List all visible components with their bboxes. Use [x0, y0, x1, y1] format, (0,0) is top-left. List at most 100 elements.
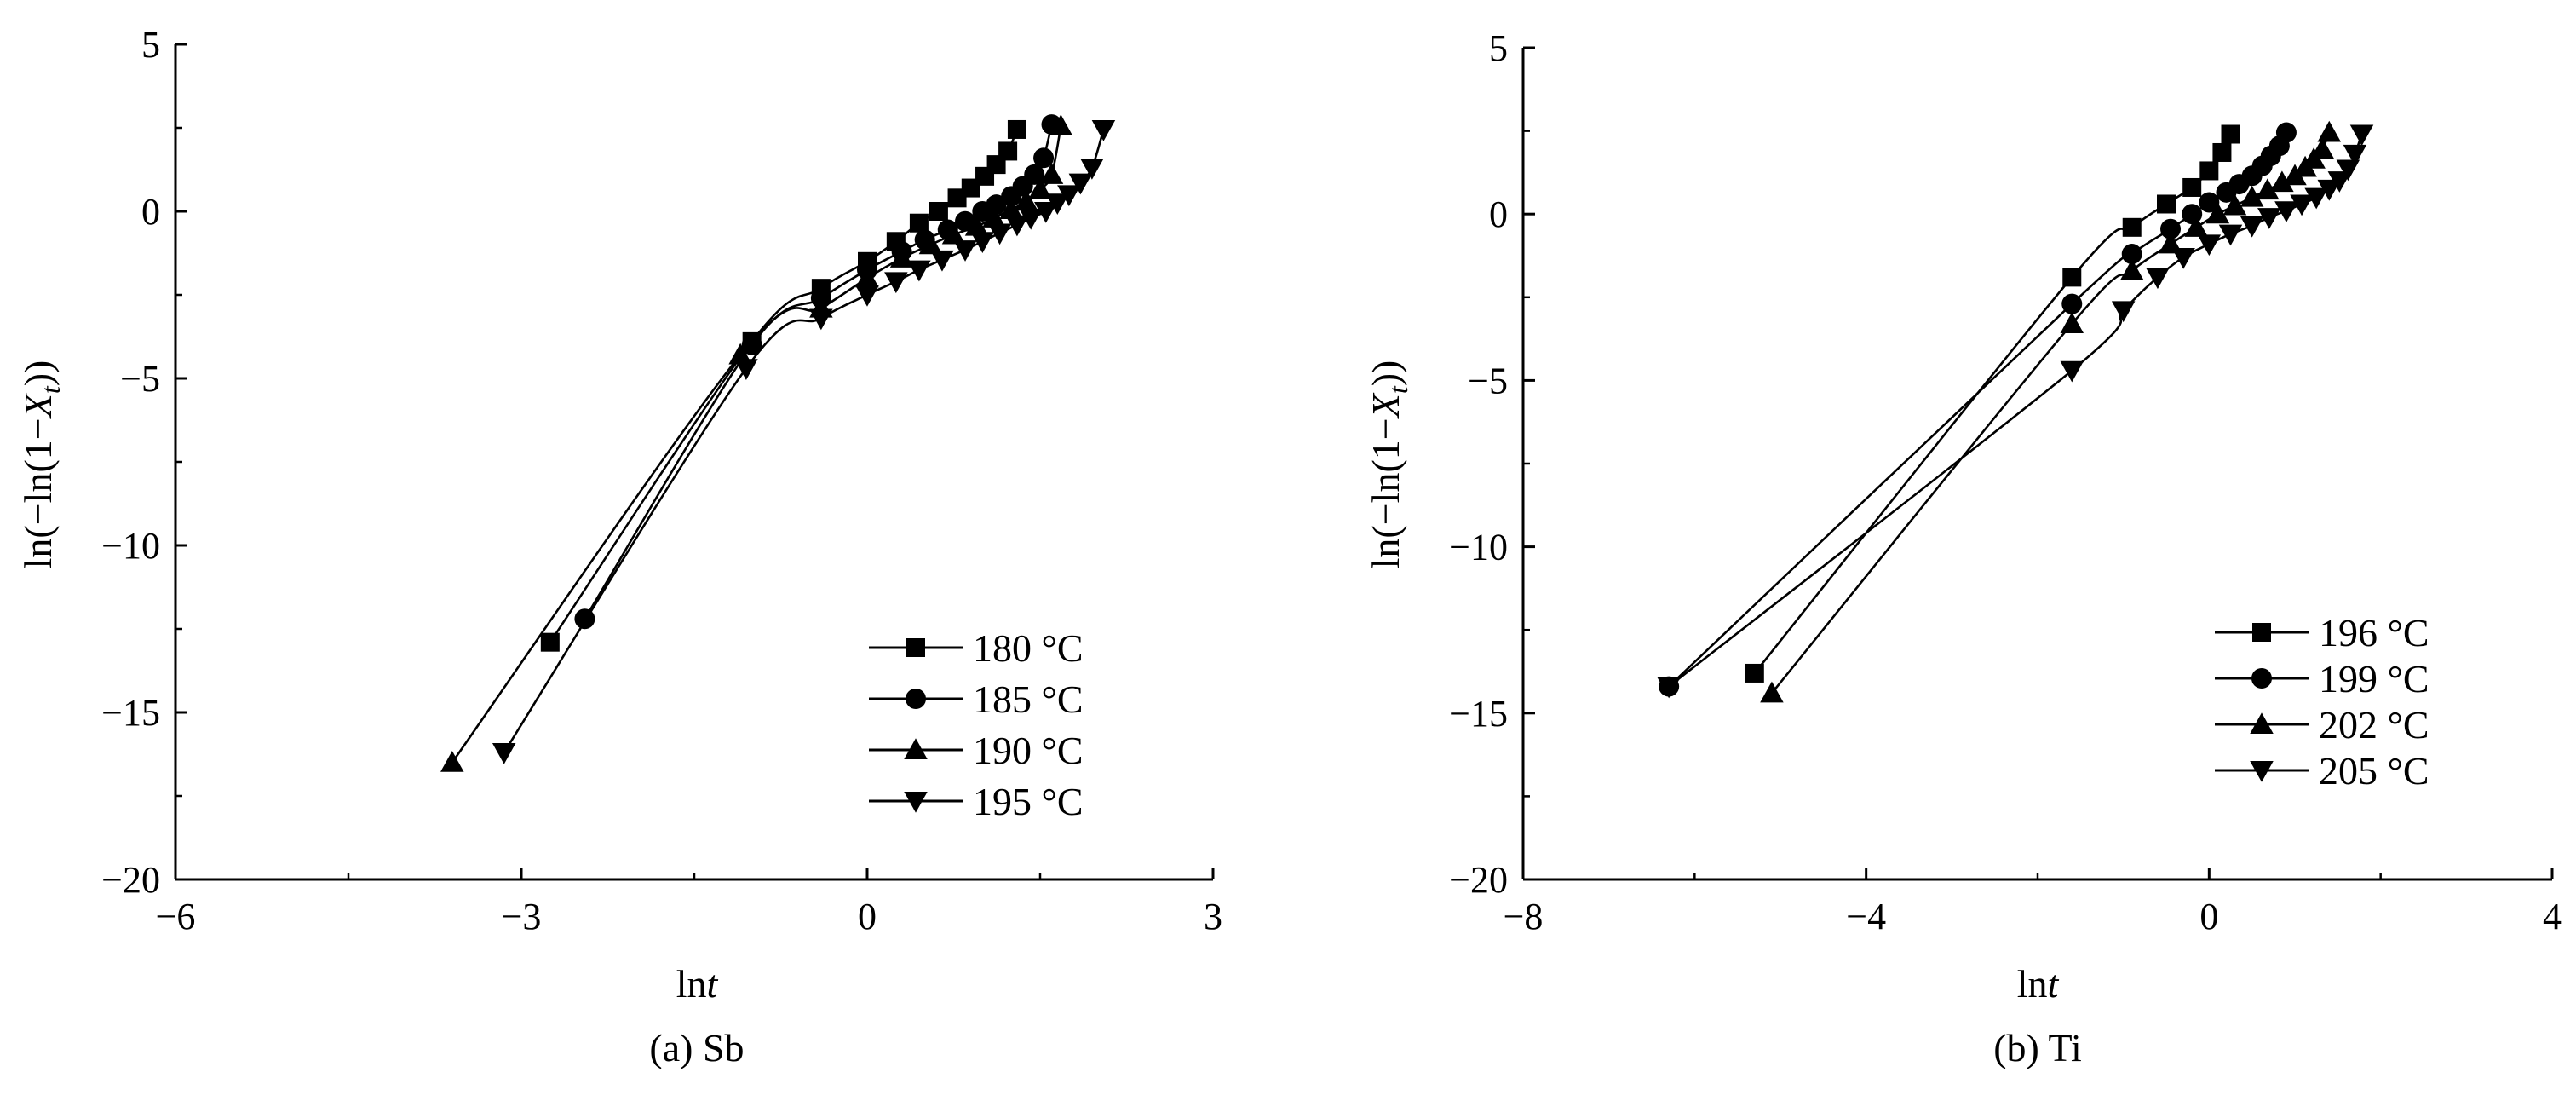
data-point-a-3 — [809, 308, 833, 331]
legend-marker-a-2 — [904, 738, 928, 759]
y-tick-label-a: −10 — [101, 525, 160, 567]
legend-label-b-0: 196 °C — [2319, 611, 2429, 654]
legend-label-b-3: 205 °C — [2319, 749, 2429, 793]
data-point-b-2 — [1760, 681, 1784, 703]
data-point-b-3 — [2111, 301, 2136, 323]
data-point-b-3 — [1657, 677, 1681, 699]
legend-label-a-0: 180 °C — [973, 626, 1084, 670]
data-point-a-2 — [889, 246, 914, 268]
y-tick-label-b: 5 — [1489, 27, 1508, 69]
data-point-b-2 — [2240, 185, 2264, 207]
y-tick-label-b: 0 — [1489, 193, 1508, 235]
data-point-a-3 — [1091, 119, 1116, 141]
legend-label-a-2: 190 °C — [973, 729, 1084, 772]
legend-label-a-3: 195 °C — [973, 780, 1084, 823]
data-point-b-1 — [2160, 218, 2182, 239]
data-point-b-0 — [2199, 161, 2219, 181]
data-point-a-3 — [1068, 173, 1093, 195]
data-point-a-1 — [741, 334, 762, 355]
data-point-b-3 — [2218, 224, 2243, 246]
data-point-a-2 — [1039, 163, 1064, 184]
x-tick-label-a: 0 — [858, 896, 877, 937]
data-point-b-3 — [2146, 268, 2170, 290]
data-point-b-1 — [2121, 244, 2142, 265]
data-point-b-3 — [2171, 247, 2195, 269]
y-axis-title-b: ln(−ln(1−Xt)) — [1364, 360, 1413, 569]
y-tick-label-b: −10 — [1449, 527, 1508, 568]
x-axis-title-prefix: ln — [676, 962, 707, 1006]
data-point-a-0 — [929, 202, 948, 221]
y-tick-label-a: −5 — [120, 358, 160, 400]
data-point-b-1 — [2275, 122, 2297, 143]
data-point-a-3 — [1034, 202, 1058, 223]
data-point-a-3 — [1080, 159, 1104, 180]
data-point-b-2 — [2317, 120, 2342, 142]
panel-caption-b: (b) Ti — [1993, 1026, 2082, 1069]
data-point-a-3 — [1057, 185, 1081, 207]
data-point-b-3 — [2274, 201, 2298, 223]
data-point-b-3 — [2327, 171, 2352, 193]
x-axis-title-prefix: ln — [2017, 962, 2048, 1006]
legend-marker-b-1 — [2251, 668, 2272, 689]
data-point-b-2 — [2184, 216, 2208, 237]
x-tick-label-a: −3 — [502, 896, 542, 937]
data-point-a-2 — [941, 222, 966, 245]
y-tick-label-b: −15 — [1449, 693, 1508, 735]
y-tick-label-a: 5 — [141, 24, 160, 66]
data-point-b-0 — [2122, 217, 2142, 237]
legend-marker-a-3 — [904, 792, 928, 813]
x-tick-label-b: 4 — [2543, 896, 2562, 937]
panel-caption-a: (a) Sb — [649, 1026, 744, 1069]
data-point-a-2 — [1015, 189, 1038, 211]
x-axis-title-variable: t — [707, 962, 719, 1006]
data-point-a-2 — [964, 214, 989, 236]
data-point-b-0 — [2062, 268, 2082, 287]
y-axis-title-suffix: )) — [16, 360, 60, 387]
x-axis-title-variable: t — [2048, 962, 2060, 1006]
legend-marker-b-3 — [2250, 761, 2274, 782]
legend-label-a-1: 185 °C — [973, 677, 1084, 721]
x-tick-label-a: −6 — [156, 896, 196, 937]
legend-label-b-1: 199 °C — [2319, 657, 2429, 700]
x-axis-title-a: lnt — [676, 962, 719, 1006]
y-tick-label-a: −15 — [101, 692, 160, 734]
data-point-b-2 — [2205, 202, 2230, 224]
data-point-a-3 — [987, 223, 1012, 245]
data-point-a-3 — [953, 240, 977, 262]
y-axis-title-suffix: )) — [1364, 360, 1407, 387]
data-point-b-3 — [2257, 208, 2281, 229]
data-point-a-0 — [540, 632, 560, 652]
data-point-b-0 — [2157, 194, 2176, 214]
data-point-b-2 — [2310, 137, 2334, 159]
legend-marker-a-1 — [906, 689, 926, 709]
data-point-a-1 — [1033, 147, 1055, 169]
legend-label-b-2: 202 °C — [2319, 703, 2429, 746]
data-point-b-3 — [2240, 216, 2264, 238]
data-point-a-2 — [918, 233, 943, 255]
y-tick-label-a: 0 — [141, 191, 160, 233]
data-point-a-3 — [884, 272, 908, 294]
data-point-b-3 — [2343, 144, 2367, 166]
y-tick-label-b: −5 — [1468, 360, 1508, 401]
data-point-a-3 — [855, 285, 879, 307]
y-axis-title-subscript: t — [35, 385, 66, 394]
legend-marker-b-0 — [2252, 623, 2271, 642]
data-point-a-3 — [492, 743, 516, 764]
x-tick-label-b: −8 — [1504, 896, 1544, 937]
data-point-a-2 — [999, 198, 1023, 220]
data-point-a-0 — [998, 141, 1018, 161]
data-point-a-3 — [907, 260, 931, 282]
y-axis-title-variable: X — [16, 392, 60, 419]
data-point-b-3 — [2317, 179, 2342, 201]
y-axis-title-variable: X — [1364, 392, 1407, 419]
data-point-a-2 — [440, 751, 464, 772]
y-tick-label-b: −20 — [1449, 859, 1508, 901]
data-point-b-3 — [2290, 194, 2314, 216]
data-point-a-1 — [986, 194, 1007, 216]
data-point-a-3 — [930, 250, 954, 272]
x-tick-label-a: 3 — [1204, 896, 1222, 937]
x-tick-label-b: −4 — [1846, 896, 1886, 937]
data-point-b-2 — [2119, 258, 2144, 280]
data-point-a-3 — [1019, 208, 1043, 230]
